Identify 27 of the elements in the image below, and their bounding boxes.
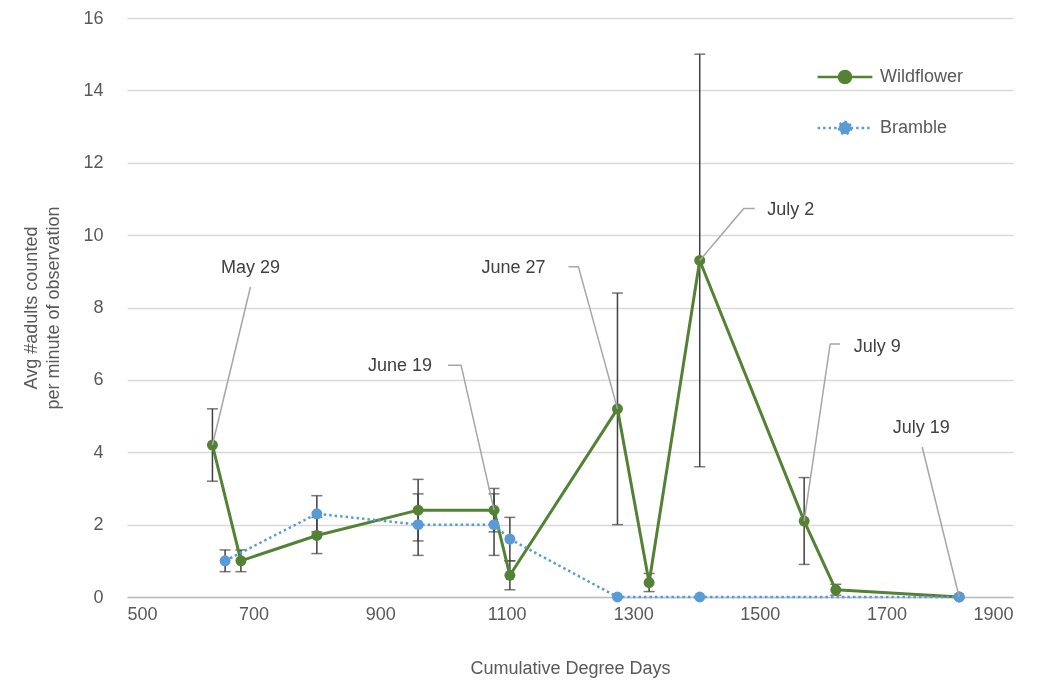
annotation: July 9: [853, 336, 901, 357]
y-tick-label: 10: [83, 224, 104, 245]
y-tick-label: 14: [83, 79, 104, 100]
x-tick-label: 500: [127, 603, 158, 624]
x-tick-label: 1700: [866, 603, 907, 624]
y-tick-label: 6: [93, 369, 104, 390]
legend-label: Wildflower: [880, 66, 964, 86]
legend-label: Bramble: [880, 117, 948, 137]
x-tick-label: 1300: [613, 603, 654, 624]
x-tick-label: 1100: [487, 603, 527, 624]
annotation: May 29: [220, 257, 280, 278]
x-tick-label: 900: [365, 603, 396, 624]
y-axis-title: Avg #adults counted per minute of observation: [21, 206, 64, 410]
x-tick-label: 700: [239, 603, 270, 624]
x-tick-label: 1900: [973, 603, 1014, 624]
x-axis-title: Cumulative Degree Days: [470, 657, 671, 678]
y-tick-label: 0: [93, 586, 104, 607]
annotation: June 19: [368, 355, 433, 376]
y-tick-label: 16: [83, 7, 104, 28]
y-tick-label: 4: [93, 441, 104, 462]
annotation: July 2: [767, 199, 815, 220]
x-tick-label: 1500: [740, 603, 781, 624]
annotation: June 27: [481, 256, 546, 277]
y-tick-label: 2: [93, 514, 104, 535]
y-tick-label: 8: [93, 297, 104, 317]
annotation: July 19: [892, 417, 950, 437]
y-tick-label: 12: [83, 152, 104, 173]
